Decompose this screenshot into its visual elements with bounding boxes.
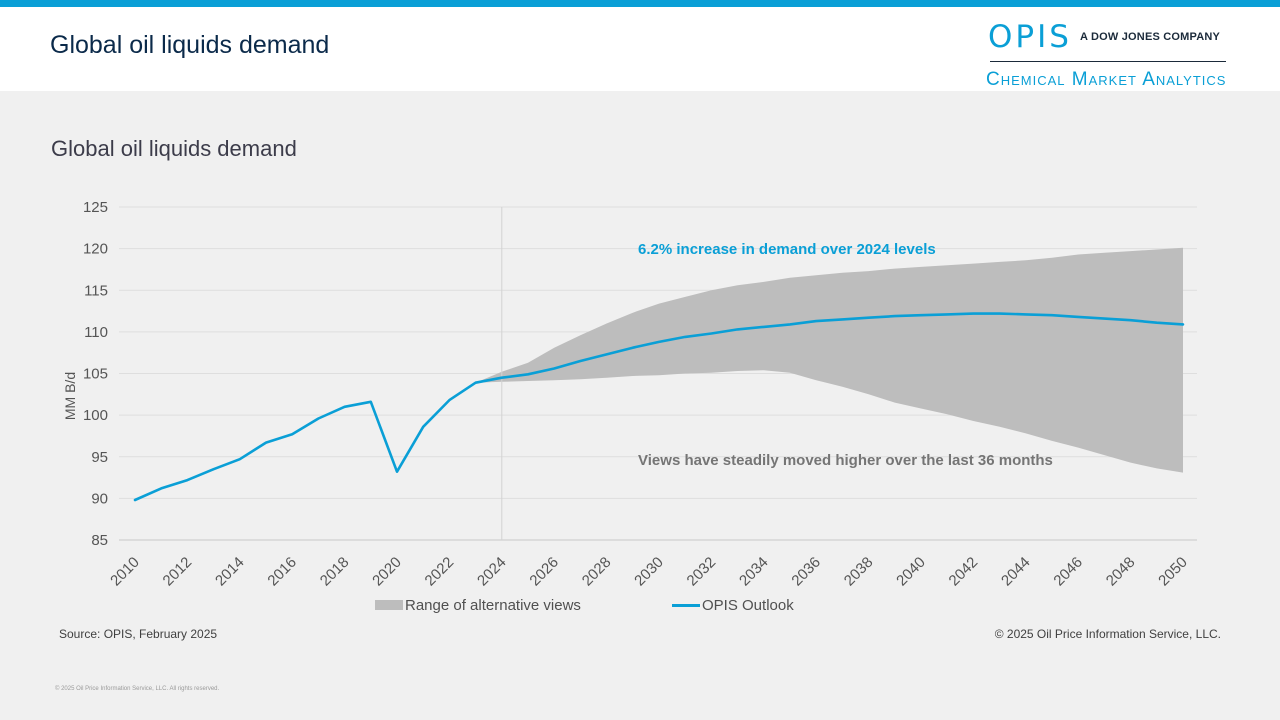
page-title: Global oil liquids demand	[50, 31, 330, 59]
legend-range: Range of alternative views	[375, 597, 581, 614]
y-tick-label: 115	[84, 282, 108, 299]
header-band: Global oil liquids demand OPIS A DOW JON…	[0, 7, 1280, 91]
x-tick-label: 2042	[946, 554, 982, 590]
x-tick-label: 2048	[1103, 554, 1139, 590]
annotations: 6.2% increase in demand over 2024 levels…	[638, 241, 1053, 469]
logo-subtitle: Chemical Market Analytics	[986, 69, 1227, 90]
x-tick-label: 2032	[684, 554, 720, 590]
y-tick-label: 95	[91, 449, 108, 466]
x-tick-label: 2012	[160, 554, 196, 590]
legend-range-label: Range of alternative views	[405, 597, 581, 614]
legend-outlook: OPIS Outlook	[672, 597, 794, 614]
annotation-2: Views have steadily moved higher over th…	[638, 452, 1053, 469]
x-tick-label: 2020	[369, 554, 405, 590]
x-tick-label: 2010	[107, 554, 143, 590]
top-accent-bar	[0, 0, 1280, 7]
x-tick-label: 2024	[474, 554, 510, 590]
x-axis: 2010 2012 2014 2016 2018 2020 2022 2024 2026 2028…	[107, 554, 1191, 590]
y-tick-label: 105	[83, 366, 108, 383]
x-tick-label: 2050	[1155, 554, 1191, 590]
y-tick-label: 110	[84, 324, 108, 341]
y-tick-label: 90	[91, 490, 108, 507]
x-tick-label: 2038	[841, 554, 877, 590]
legend-outlook-label: OPIS Outlook	[702, 597, 794, 614]
x-tick-label: 2022	[422, 554, 458, 590]
opis-logo: OPIS A DOW JONES COMPANY Chemical Market…	[986, 19, 1234, 91]
x-tick-label: 2026	[526, 554, 562, 590]
y-tick-label: 120	[83, 241, 108, 258]
x-tick-label: 2018	[317, 554, 353, 590]
source-note: Source: OPIS, February 2025	[59, 627, 218, 641]
x-tick-label: 2044	[998, 554, 1034, 590]
range-band	[475, 247, 1184, 473]
logo-divider	[990, 61, 1226, 62]
x-tick-label: 2034	[736, 554, 772, 590]
x-tick-label: 2016	[264, 554, 300, 590]
y-tick-label: 100	[83, 407, 108, 424]
outlook-series-line	[133, 312, 1185, 502]
y-axis: 85 90 95 100 105 110 115 120 125	[83, 199, 108, 549]
x-tick-label: 2014	[212, 554, 248, 590]
annotation-1: 6.2% increase in demand over 2024 levels	[638, 241, 936, 258]
copyright-note: © 2025 Oil Price Information Service, LL…	[994, 627, 1221, 641]
y-axis-label: MM B/d	[62, 372, 78, 420]
y-tick-label: 125	[83, 199, 108, 216]
x-tick-label: 2040	[893, 554, 929, 590]
y-tick-label: 85	[91, 532, 108, 549]
x-tick-label: 2028	[579, 554, 615, 590]
y-axis-title: MM B/d	[62, 372, 78, 420]
footer-fineprint: © 2025 Oil Price Information Service, LL…	[55, 686, 220, 692]
range-area	[475, 247, 1184, 473]
outlook-line	[133, 312, 1185, 502]
logo-opis-wordmark: OPIS	[988, 19, 1072, 55]
x-tick-label: 2036	[788, 554, 824, 590]
x-tick-label: 2030	[631, 554, 667, 590]
logo-tagline: A DOW JONES COMPANY	[1080, 31, 1221, 43]
legend-outlook-swatch	[672, 603, 700, 607]
chart-title: Global oil liquids demand	[51, 136, 297, 161]
legend-range-swatch	[375, 600, 403, 611]
x-tick-label: 2046	[1050, 554, 1086, 590]
